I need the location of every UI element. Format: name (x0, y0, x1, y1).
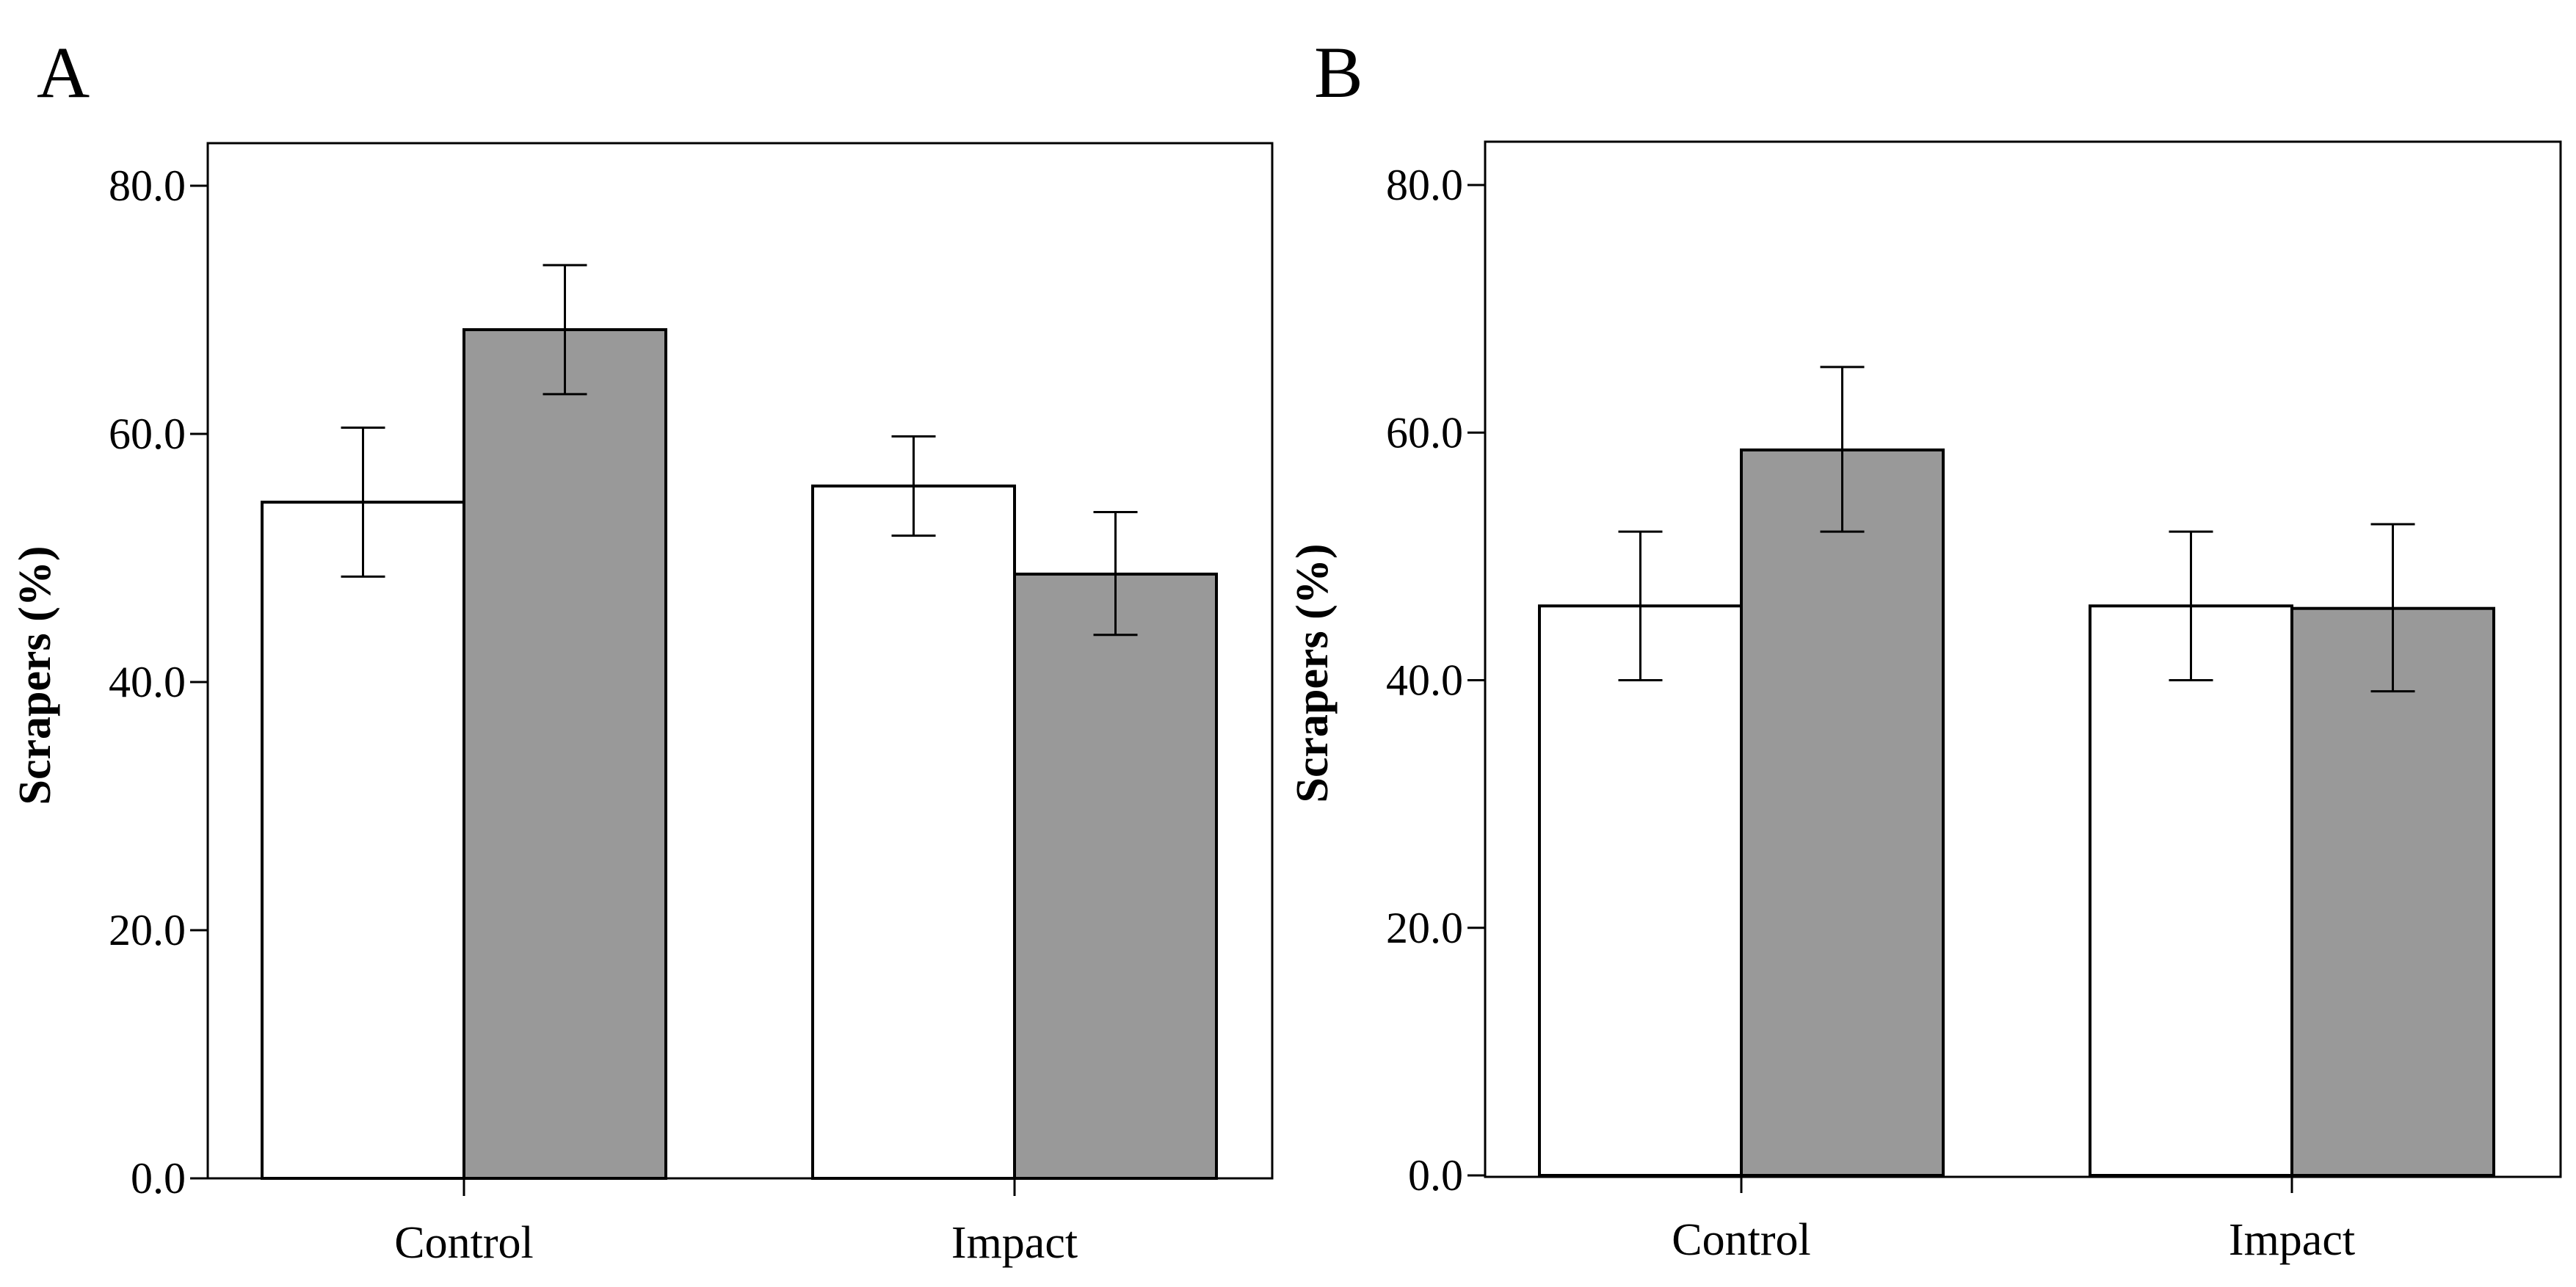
chart-panel-a: A 0.0 20.0 40.0 60.0 80.0 Scrapers (%) Control I… (10, 32, 1274, 1268)
bar-control-series-1 (261, 500, 465, 1180)
error-bar-impact-series-1 (891, 435, 936, 537)
y-tick-label: 80.0 (1386, 161, 1463, 209)
y-axis-title: Scrapers (%) (10, 546, 60, 805)
x-category-label-impact: Impact (951, 1218, 1078, 1268)
chart-panel-b: B 0.0 20.0 40.0 60.0 80.0 Scrapers (%) Control I… (1288, 32, 2562, 1265)
panel-letter: A (37, 32, 90, 113)
bar-impact-series-1 (2089, 604, 2293, 1177)
error-bar-impact-series-1 (2169, 530, 2213, 681)
error-bar-impact-series-2 (1093, 510, 1138, 637)
bar-control-series-2 (462, 328, 667, 1180)
y-tick-label: 0.0 (131, 1154, 186, 1203)
y-tick-label: 40.0 (1386, 656, 1463, 705)
bar-impact-series-1 (811, 484, 1016, 1180)
plot-frame (206, 142, 1274, 1180)
panel-letter: B (1314, 32, 1363, 113)
x-category-label-control: Control (394, 1218, 533, 1268)
y-tick-label: 20.0 (109, 906, 186, 954)
bar-control-series-1 (1538, 604, 1743, 1177)
error-bar-control-series-1 (1618, 530, 1663, 681)
y-tick-label: 60.0 (1386, 408, 1463, 457)
x-category-label-control: Control (1672, 1215, 1810, 1265)
bar-impact-series-2 (2290, 606, 2495, 1177)
error-bar-control-series-2 (543, 264, 587, 396)
x-category-label-impact: Impact (2229, 1215, 2355, 1265)
y-tick-label: 20.0 (1386, 904, 1463, 952)
error-bar-control-series-1 (341, 427, 385, 578)
y-tick-label: 80.0 (109, 162, 186, 210)
error-bar-control-series-2 (1820, 366, 1865, 533)
y-tick-label: 60.0 (109, 410, 186, 458)
plot-frame (1484, 140, 2562, 1178)
bar-impact-series-2 (1013, 572, 1218, 1180)
y-axis-title: Scrapers (%) (1288, 544, 1338, 803)
y-tick-label: 40.0 (109, 658, 186, 706)
bar-control-series-2 (1740, 448, 1945, 1177)
error-bar-impact-series-2 (2370, 523, 2415, 693)
y-tick-label: 0.0 (1408, 1151, 1463, 1200)
